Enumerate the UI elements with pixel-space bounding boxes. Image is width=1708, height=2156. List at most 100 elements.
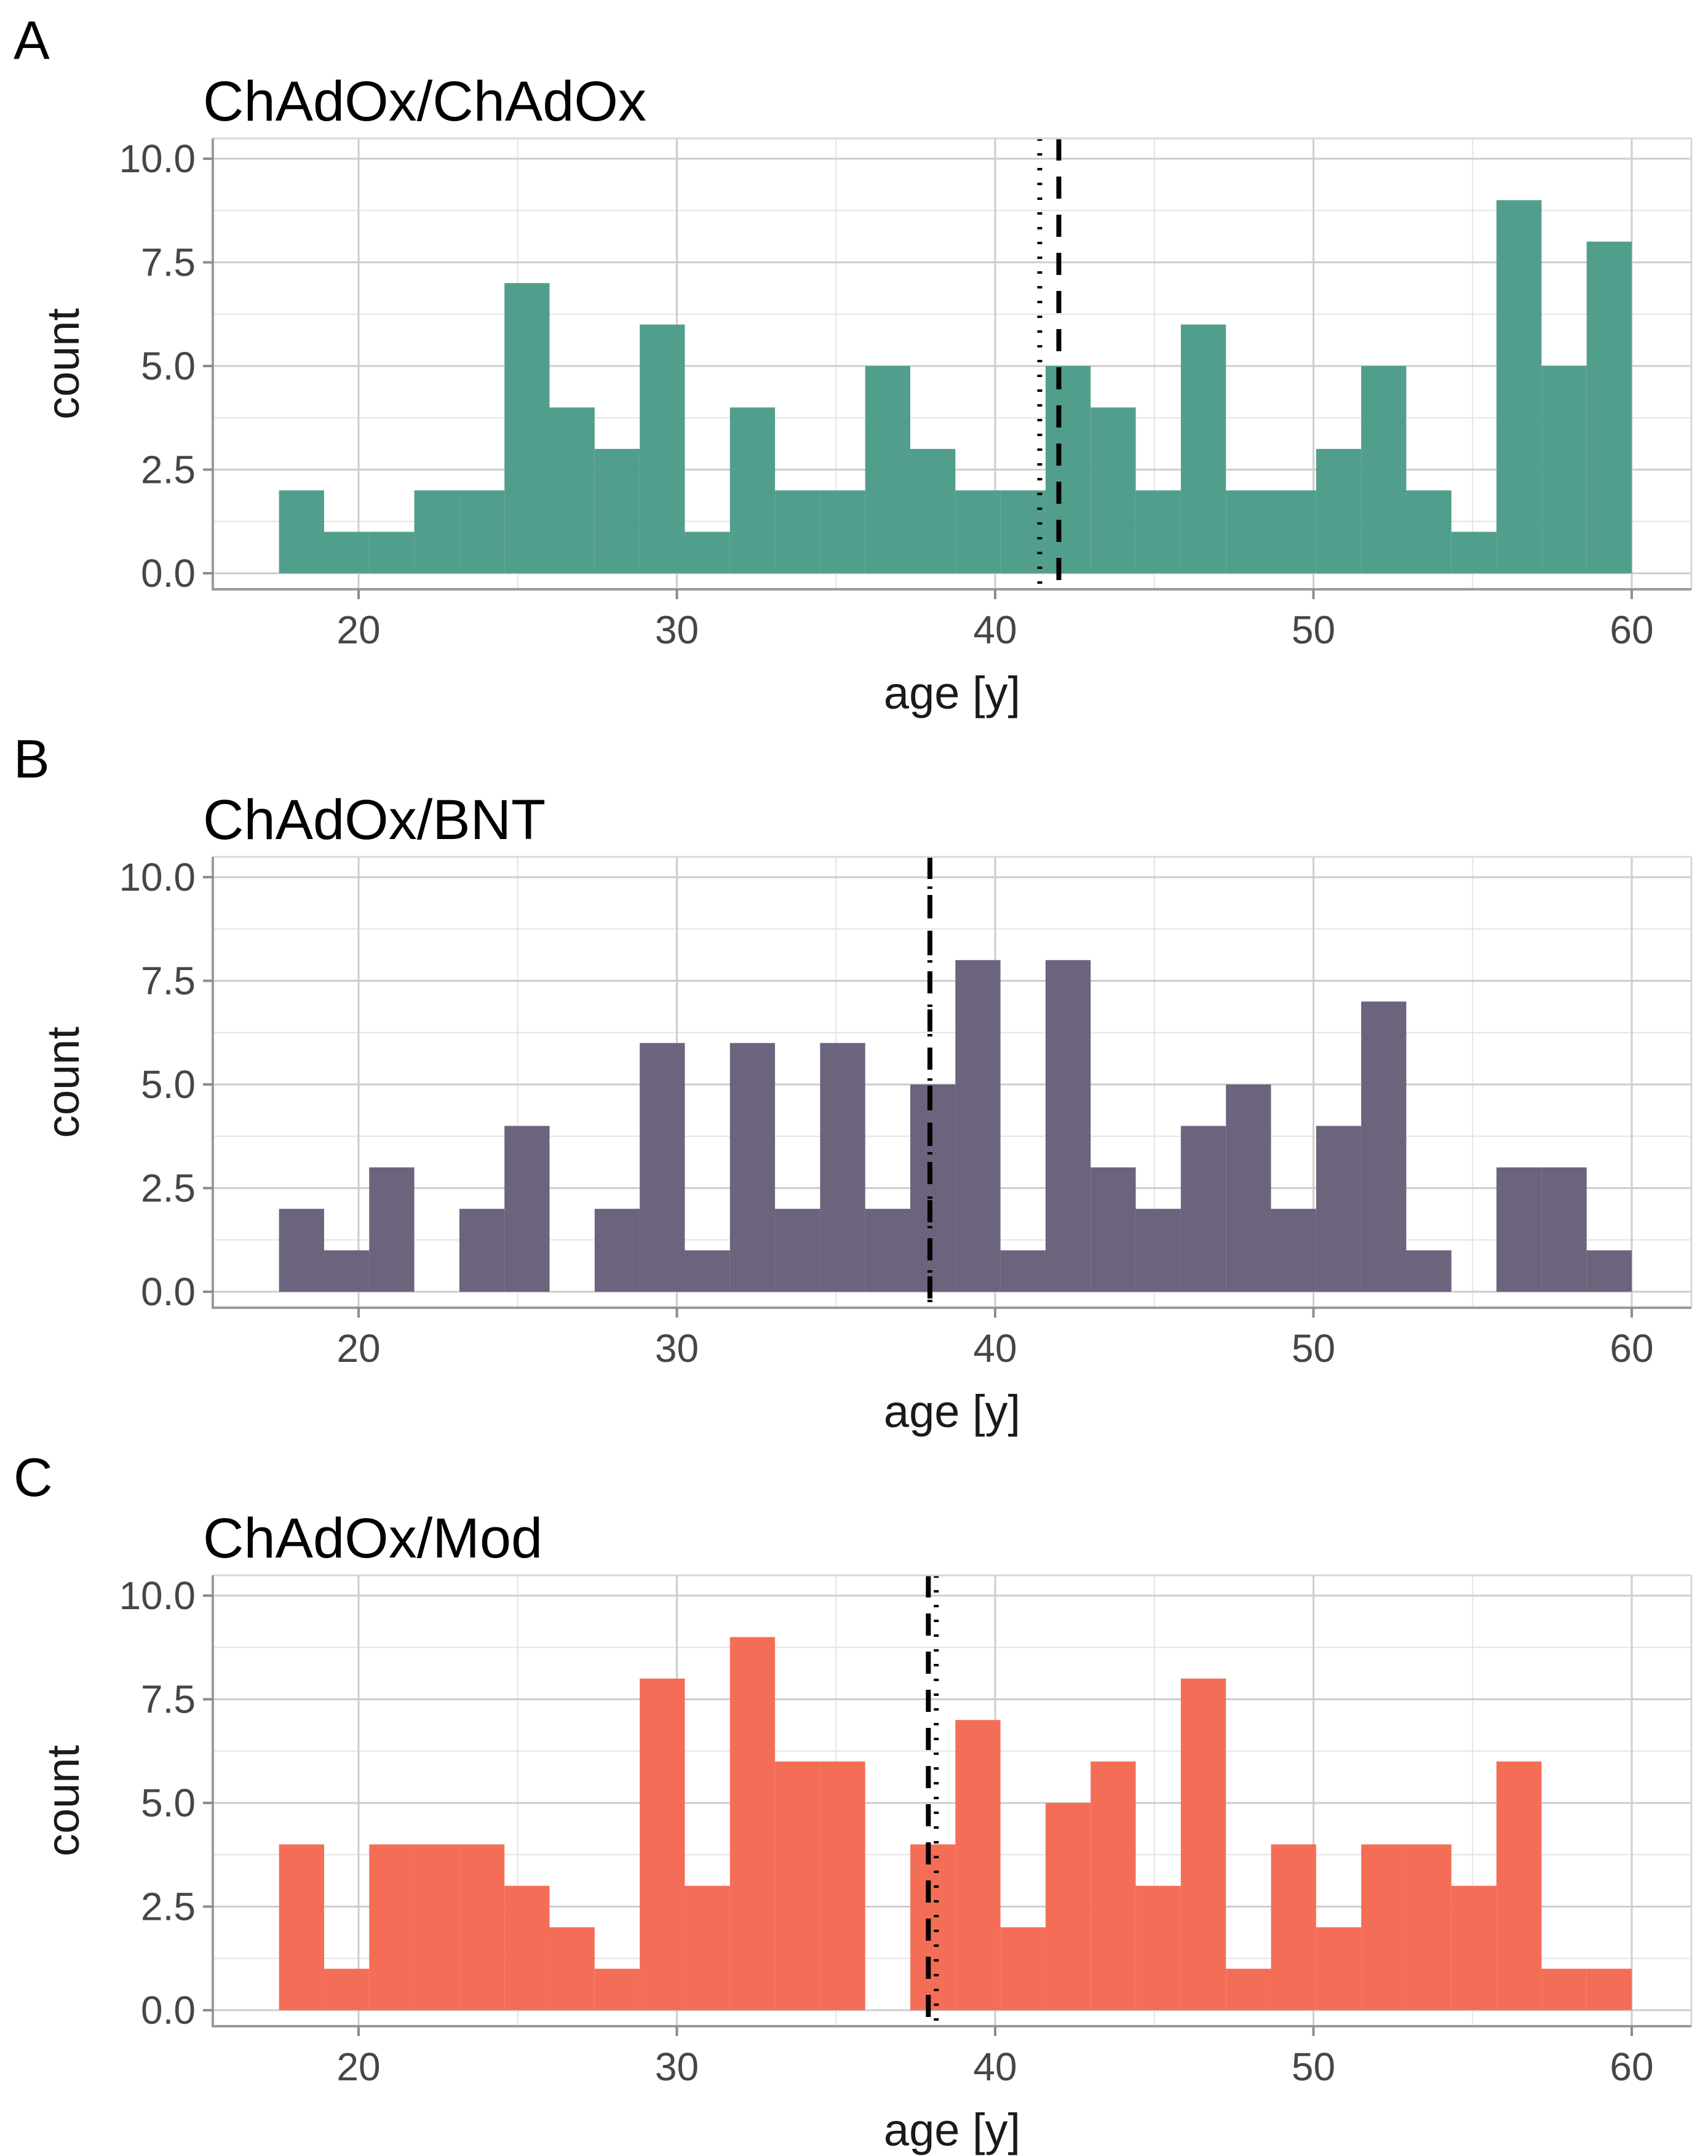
x-tick-label: 30 (655, 608, 699, 652)
histogram-bar (775, 1209, 820, 1292)
histogram-chadox-mod: 0.0 2.5 5.0 7.5 10.0 20 30 40 50 60 count age [y] Ch… (14, 1447, 1693, 2155)
panel-a: 0.0 2.5 5.0 7.5 10.0 20 30 40 50 60 count age [y] Ch… (0, 0, 1708, 718)
histogram-bar (504, 1126, 550, 1292)
histogram-bar (1361, 1844, 1407, 2010)
panel-title: ChAdOx/Mod (203, 1507, 542, 1570)
histogram-bar (369, 531, 415, 573)
y-tick-label: 0.0 (141, 1988, 196, 2032)
histogram-bar (369, 1844, 415, 2010)
y-tick-label: 5.0 (141, 1062, 196, 1107)
histogram-bar (1000, 1927, 1046, 2010)
histogram-bar (1361, 1001, 1407, 1292)
x-tick-label: 30 (655, 2045, 699, 2089)
histogram-bar (414, 1844, 459, 2010)
histogram-bar (1135, 1885, 1181, 2010)
histogram-bar (910, 1084, 956, 1292)
histogram-bar (1406, 1844, 1452, 2010)
x-tick-label: 40 (973, 1326, 1017, 1370)
y-tick-label: 5.0 (141, 344, 196, 388)
histogram-bar (820, 1043, 865, 1292)
histogram-bar (1316, 1927, 1362, 2010)
histogram-bar (640, 324, 685, 573)
y-tick-label: 7.5 (141, 241, 196, 285)
histogram-bar (775, 490, 820, 573)
y-tick-label: 2.5 (141, 1885, 196, 1929)
histogram-bar (279, 1209, 324, 1292)
histogram-bar (1090, 1761, 1136, 2010)
histogram-bar (1406, 490, 1452, 573)
histogram-bar (504, 1885, 550, 2010)
histogram-bar (955, 1720, 1001, 2010)
x-tick-label: 60 (1610, 2045, 1653, 2089)
histogram-bar (1000, 1250, 1046, 1292)
histogram-bar (910, 1844, 956, 2010)
x-tick-label: 60 (1610, 1326, 1653, 1370)
x-tick-label: 50 (1292, 1326, 1335, 1370)
histogram-bar (1496, 1761, 1542, 2010)
histogram-bar (1316, 448, 1362, 573)
y-tick-label: 0.0 (141, 1270, 196, 1314)
axis-title-x: age [y] (884, 2104, 1020, 2155)
histogram-bar (1586, 241, 1632, 573)
histogram-bar (1496, 1167, 1542, 1292)
histogram-bar (594, 1968, 640, 2010)
y-tick-label: 5.0 (141, 1781, 196, 1825)
x-tick-label: 40 (973, 608, 1017, 652)
x-tick-label: 50 (1292, 2045, 1335, 2089)
histogram-bar (1135, 1209, 1181, 1292)
histogram-bar (414, 490, 459, 573)
axis-title-x: age [y] (884, 667, 1020, 718)
histogram-bar (279, 1844, 324, 2010)
histogram-bar (685, 531, 730, 573)
histogram-chadox-chadox: 0.0 2.5 5.0 7.5 10.0 20 30 40 50 60 count age [y] Ch… (14, 10, 1693, 718)
x-tick-label: 20 (336, 2045, 380, 2089)
x-tick-label: 50 (1292, 608, 1335, 652)
histogram-bar (729, 1043, 776, 1292)
histogram-bar (729, 407, 776, 573)
x-tick-label: 60 (1610, 608, 1653, 652)
histogram-bar (865, 366, 911, 573)
y-tick-label: 10.0 (119, 1573, 196, 1618)
histogram-bar (594, 1209, 640, 1292)
histogram-bar (685, 1885, 730, 2010)
histogram-bar (1271, 1844, 1316, 2010)
histogram-bar (1406, 1250, 1452, 1292)
histogram-bar (1271, 490, 1316, 573)
y-tick-label: 0.0 (141, 551, 196, 595)
axis-title-y: count (38, 1745, 89, 1856)
panel-b: 0.0 2.5 5.0 7.5 10.0 20 30 40 50 60 count age [y] Ch… (0, 718, 1708, 1437)
histogram-bar (1586, 1968, 1632, 2010)
histogram-bar (1316, 1126, 1362, 1292)
histogram-bar (459, 490, 505, 573)
panel-title: ChAdOx/ChAdOx (203, 70, 646, 133)
histogram-bar (640, 1043, 685, 1292)
histogram-bar (865, 1209, 911, 1292)
y-tick-label: 7.5 (141, 1677, 196, 1722)
histogram-bar (324, 531, 370, 573)
histogram-bar (1226, 1968, 1271, 2010)
histogram-bar (1496, 200, 1542, 573)
histogram-bar (1000, 490, 1046, 573)
histogram-bar (640, 1678, 685, 2010)
histogram-bar (1361, 366, 1407, 573)
histogram-bar (955, 960, 1001, 1292)
histogram-bar (1180, 1678, 1226, 2010)
histogram-bar (504, 283, 550, 573)
histogram-bar (459, 1844, 505, 2010)
histogram-bar (820, 1761, 865, 2010)
histogram-chadox-bnt: 0.0 2.5 5.0 7.5 10.0 20 30 40 50 60 count age [y] Ch… (14, 728, 1693, 1437)
axis-title-y: count (38, 308, 89, 420)
x-tick-label: 40 (973, 2045, 1017, 2089)
histogram-bar (324, 1968, 370, 2010)
panel-title: ChAdOx/BNT (203, 789, 546, 851)
histogram-bar (775, 1761, 820, 2010)
histogram-bar (324, 1250, 370, 1292)
histogram-bar (1586, 1250, 1632, 1292)
x-tick-label: 20 (336, 1326, 380, 1370)
histogram-bar (1045, 366, 1091, 573)
y-tick-label: 2.5 (141, 448, 196, 492)
histogram-bar (955, 490, 1001, 573)
histogram-bar (1541, 1167, 1587, 1292)
x-tick-label: 30 (655, 1326, 699, 1370)
